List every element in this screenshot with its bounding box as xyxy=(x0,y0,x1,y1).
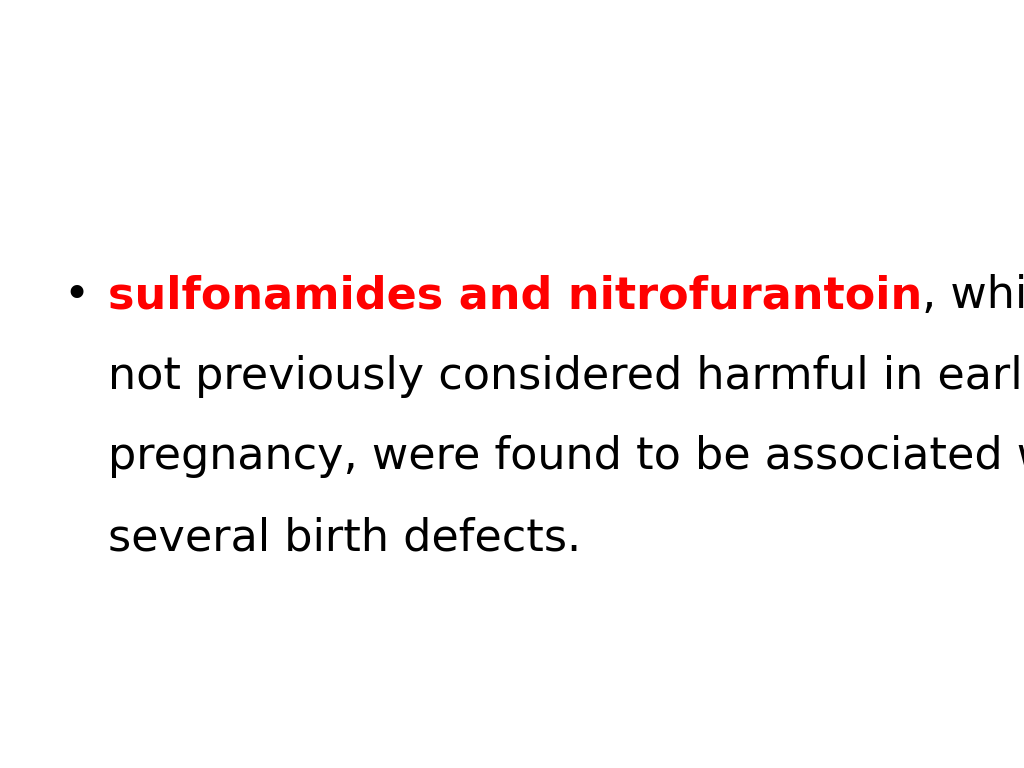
Text: pregnancy, were found to be associated with: pregnancy, were found to be associated w… xyxy=(108,435,1024,478)
Text: , which were: , which were xyxy=(922,274,1024,317)
Text: •: • xyxy=(63,274,90,317)
Text: sulfonamides and nitrofurantoin: sulfonamides and nitrofurantoin xyxy=(108,274,922,317)
Text: several birth defects.: several birth defects. xyxy=(108,516,581,559)
Text: not previously considered harmful in early: not previously considered harmful in ear… xyxy=(108,355,1024,398)
